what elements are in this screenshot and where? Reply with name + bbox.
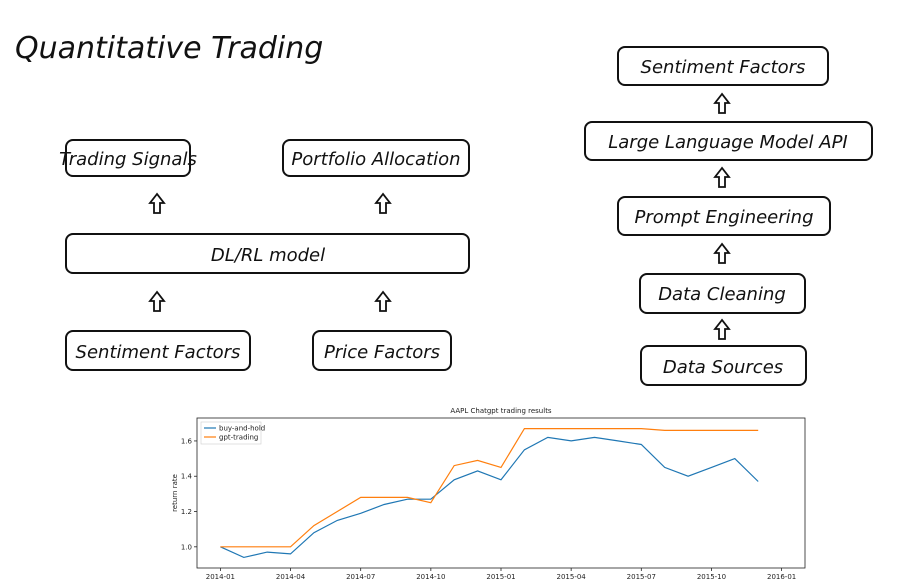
node-label: Sentiment Factors xyxy=(76,342,241,363)
node-label: Data Sources xyxy=(663,357,783,378)
plot-area xyxy=(196,417,806,569)
x-tick-label: 2014-07 xyxy=(346,573,375,581)
arrow xyxy=(713,92,731,114)
node-box xyxy=(65,330,251,371)
x-tick-label: 2014-04 xyxy=(276,573,306,581)
series-line xyxy=(220,436,759,559)
y-tick-label: 1.6 xyxy=(181,437,193,445)
x-tick-label: 2016-01 xyxy=(767,573,796,581)
right-diagram: Sentiment Factors Large Language Model A… xyxy=(584,46,873,386)
y-tick-label: 1.4 xyxy=(181,473,193,481)
x-tick-label: 2015-07 xyxy=(627,573,656,581)
legend-label: buy-and-hold xyxy=(219,425,265,433)
series-line xyxy=(220,428,759,548)
node-label: Large Language Model API xyxy=(608,132,847,153)
node-box xyxy=(640,345,807,386)
arrow xyxy=(374,290,392,312)
chart-title: AAPL Chatgpt trading results xyxy=(450,407,552,415)
node-box xyxy=(584,121,873,161)
arrow xyxy=(374,192,392,214)
node-box xyxy=(639,273,806,314)
x-tick-label: 2014-01 xyxy=(206,573,235,581)
node-label: DL/RL model xyxy=(211,245,325,266)
y-tick-label: 1.2 xyxy=(181,508,192,516)
node-label: Portfolio Allocation xyxy=(291,149,460,170)
node-box xyxy=(65,233,470,274)
arrow xyxy=(148,192,166,214)
node-box xyxy=(617,46,829,86)
arrow xyxy=(713,318,731,340)
x-tick-label: 2014-10 xyxy=(416,573,445,581)
legend-label: gpt-trading xyxy=(219,434,258,442)
node-box xyxy=(312,330,452,371)
y-axis-label: return rate xyxy=(171,474,179,512)
x-tick-label: 2015-01 xyxy=(486,573,515,581)
arrow xyxy=(148,290,166,312)
arrow xyxy=(713,166,731,188)
y-tick-label: 1.0 xyxy=(181,543,192,551)
node-label: Data Cleaning xyxy=(658,284,786,305)
node-box xyxy=(65,139,191,177)
arrow xyxy=(713,242,731,264)
left-diagram: Trading Signals Portfolio Allocation DL/… xyxy=(59,139,470,371)
x-tick-label: 2015-04 xyxy=(557,573,587,581)
node-label: Trading Signals xyxy=(59,149,197,170)
node-box xyxy=(282,139,470,177)
node-box xyxy=(617,196,831,236)
node-label: Sentiment Factors xyxy=(641,57,806,78)
x-tick-label: 2015-10 xyxy=(697,573,726,581)
page-title: Quantitative Trading xyxy=(15,31,323,66)
node-label: Price Factors xyxy=(324,342,440,363)
node-label: Prompt Engineering xyxy=(634,207,813,228)
